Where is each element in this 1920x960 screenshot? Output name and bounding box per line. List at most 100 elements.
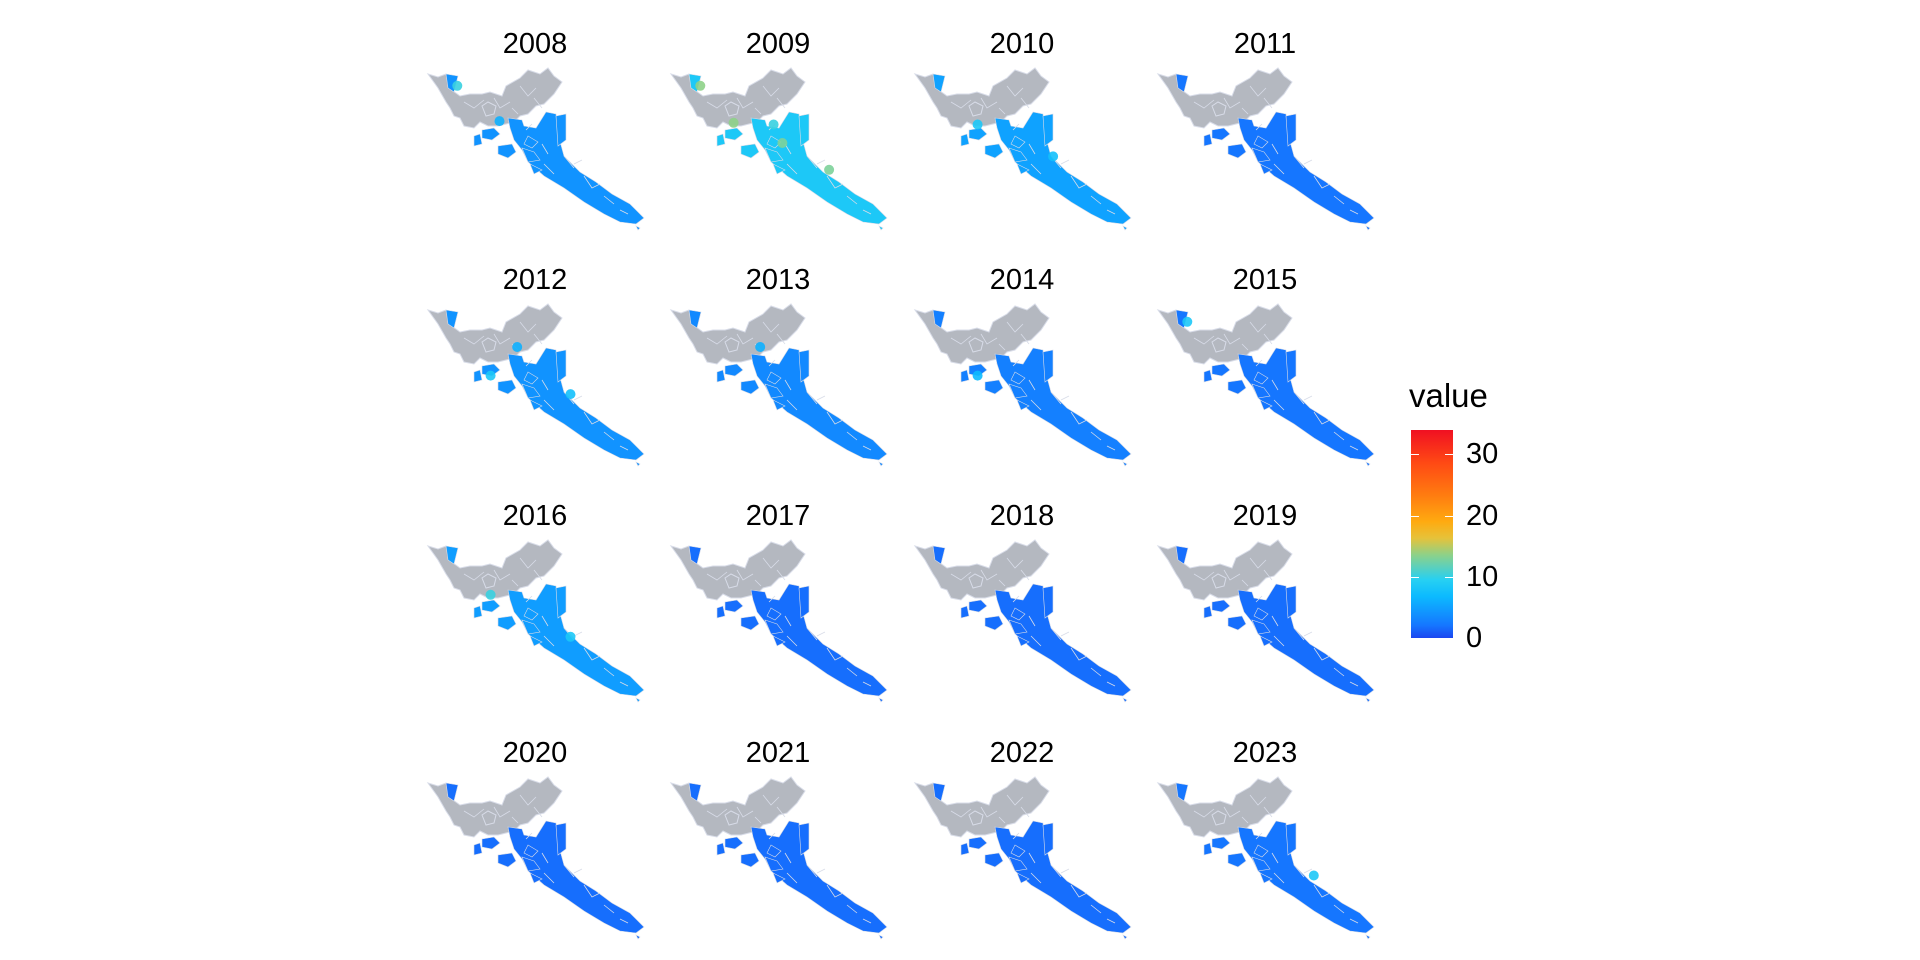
- region-boundary: [603, 904, 615, 914]
- water-region: [1175, 782, 1189, 802]
- facet-map: [1156, 776, 1375, 940]
- region-boundary: [950, 99, 972, 109]
- facet-map: [913, 539, 1132, 703]
- water-region: [994, 347, 1132, 461]
- region-boundary: [1333, 667, 1345, 677]
- water-region: [1042, 822, 1054, 856]
- facet-title: 2023: [1232, 737, 1298, 769]
- region-boundary: [541, 852, 549, 864]
- water-region: [766, 371, 782, 385]
- water-region: [1251, 147, 1271, 163]
- water-region: [772, 399, 786, 411]
- water-region: [1365, 225, 1371, 231]
- water-region: [968, 836, 988, 850]
- region-boundary: [980, 806, 998, 818]
- water-region: [932, 782, 946, 802]
- water-region: [1365, 461, 1371, 467]
- water-region: [1042, 113, 1054, 147]
- region-boundary: [736, 333, 754, 345]
- region-boundary: [1006, 321, 1024, 333]
- region-boundary: [1249, 794, 1267, 806]
- region-boundary: [806, 864, 818, 878]
- legend-tick-mark: [1445, 454, 1453, 456]
- region-boundary: [1293, 155, 1305, 169]
- region-boundary: [1006, 557, 1024, 569]
- region-boundary: [1271, 143, 1279, 155]
- facet-map: [426, 303, 645, 467]
- water-region: [635, 225, 641, 231]
- facet-map: [669, 776, 888, 940]
- region-boundary: [1241, 579, 1249, 587]
- water-region: [772, 163, 786, 175]
- region-boundary: [768, 595, 776, 603]
- region-boundary: [1223, 806, 1241, 818]
- region-boundary: [998, 816, 1006, 824]
- water-region: [724, 127, 744, 141]
- region-boundary: [583, 175, 601, 189]
- region-boundary: [573, 868, 583, 874]
- water-region: [766, 135, 782, 149]
- region-boundary: [543, 399, 555, 411]
- region-boundary: [816, 395, 826, 401]
- region-boundary: [1273, 399, 1285, 411]
- region-boundary: [1106, 445, 1116, 451]
- facet-map: [426, 776, 645, 940]
- region-boundary: [519, 85, 537, 97]
- water-region: [1227, 143, 1247, 159]
- region-boundary: [846, 195, 858, 205]
- region-boundary: [950, 335, 972, 345]
- water-region: [740, 379, 760, 395]
- water-region: [1365, 934, 1371, 940]
- water-region: [1010, 607, 1026, 621]
- region-boundary: [1030, 872, 1042, 884]
- water-region: [445, 545, 459, 565]
- value-hotspot: [1308, 870, 1319, 881]
- region-boundary: [776, 97, 786, 109]
- region-boundary: [776, 569, 786, 581]
- value-hotspot: [452, 80, 463, 91]
- water-region: [960, 369, 970, 383]
- region-boundary: [493, 806, 511, 818]
- water-region: [1203, 605, 1213, 619]
- region-boundary: [1349, 209, 1359, 215]
- region-boundary: [1241, 107, 1249, 115]
- water-region: [473, 842, 483, 856]
- region-boundary: [1050, 627, 1062, 641]
- water-region: [1259, 635, 1273, 647]
- land-region: [1211, 573, 1227, 589]
- region-boundary: [1241, 816, 1249, 824]
- water-region: [473, 369, 483, 383]
- facet-title: 2013: [745, 264, 811, 296]
- region-boundary: [543, 635, 555, 647]
- region-boundary: [1349, 681, 1359, 687]
- region-boundary: [1030, 635, 1042, 647]
- region-boundary: [533, 569, 543, 581]
- water-region: [635, 934, 641, 940]
- water-region: [1175, 545, 1189, 565]
- water-region: [766, 607, 782, 621]
- water-region: [1259, 163, 1273, 175]
- water-region: [724, 599, 744, 613]
- region-boundary: [784, 379, 792, 391]
- region-boundary: [1060, 631, 1070, 637]
- region-boundary: [1090, 195, 1102, 205]
- facet-panel: 2021: [667, 733, 889, 953]
- water-region: [960, 842, 970, 856]
- water-region: [716, 369, 726, 383]
- water-region: [529, 635, 543, 647]
- land-region: [968, 337, 984, 353]
- legend-tick-mark: [1445, 638, 1453, 639]
- facet-map: [1156, 303, 1375, 467]
- land-region: [913, 303, 1050, 365]
- region-boundary: [543, 163, 555, 175]
- region-boundary: [543, 872, 555, 884]
- region-boundary: [846, 431, 858, 441]
- region-boundary: [1070, 884, 1088, 898]
- land-region: [1156, 303, 1293, 365]
- water-region: [507, 111, 645, 225]
- region-boundary: [1293, 864, 1305, 878]
- water-region: [984, 143, 1004, 159]
- land-region: [669, 776, 806, 838]
- facet-map: [1156, 67, 1375, 231]
